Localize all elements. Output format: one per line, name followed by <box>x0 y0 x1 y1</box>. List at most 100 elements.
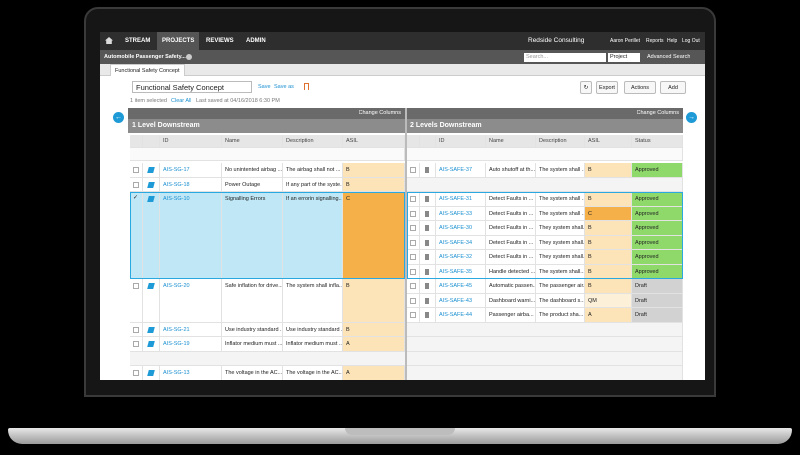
column-header[interactable]: Status <box>632 135 683 148</box>
item-name: Passenger airba... <box>486 308 536 323</box>
item-id[interactable]: AIS-SAFE-31 <box>436 192 486 207</box>
column-header[interactable]: Description <box>536 135 585 148</box>
item-icon-cell <box>143 163 160 178</box>
export-button[interactable]: Export <box>596 81 618 94</box>
item-icon-cell <box>143 366 160 380</box>
tab[interactable]: Functional Safety Concept <box>110 64 185 76</box>
item-name: Dashboard warni... <box>486 293 536 308</box>
item-id[interactable]: AIS-SG-13 <box>160 366 222 380</box>
checkbox[interactable] <box>410 210 416 217</box>
selection-outline <box>407 192 683 279</box>
checkbox-cell <box>130 322 143 337</box>
document-select[interactable]: Functional Safety Concept <box>132 81 252 93</box>
filter-row <box>130 148 405 161</box>
column-header[interactable]: Name <box>486 135 536 148</box>
column-header[interactable]: ID <box>160 135 222 148</box>
checkbox[interactable] <box>133 326 139 333</box>
item-description: The dashboard s... <box>536 293 585 308</box>
item-icon-cell <box>420 308 436 323</box>
item-id[interactable]: AIS-SG-19 <box>160 337 222 352</box>
change-columns[interactable]: Change Columns <box>636 110 680 116</box>
item-name: Auto shutoff at th... <box>486 163 536 178</box>
item-id[interactable]: AIS-SAFE-37 <box>436 163 486 178</box>
item-id[interactable]: AIS-SAFE-44 <box>436 308 486 323</box>
checkbox[interactable] <box>133 341 139 347</box>
column-header[interactable]: ASIL <box>343 135 405 148</box>
checkbox[interactable] <box>410 283 416 289</box>
item-status: Draft <box>632 293 683 308</box>
checkbox[interactable] <box>133 283 139 289</box>
checkbox[interactable] <box>133 181 139 188</box>
empty-cell <box>407 177 683 192</box>
checkbox[interactable] <box>410 225 416 231</box>
checkbox-cell <box>407 163 420 178</box>
item-description: If any part of the syste... <box>283 177 343 192</box>
checkbox[interactable] <box>410 167 416 173</box>
home-icon[interactable] <box>105 37 113 44</box>
checkbox[interactable] <box>410 268 416 275</box>
checkbox[interactable] <box>410 312 416 318</box>
settings-icon[interactable] <box>186 54 192 60</box>
save-link[interactable]: Save <box>258 84 271 90</box>
item-id[interactable]: AIS-SG-20 <box>160 279 222 323</box>
item-id[interactable]: AIS-SAFE-32 <box>436 250 486 265</box>
checkbox-cell <box>130 177 143 192</box>
user-name[interactable]: Aaron Perillet <box>610 38 641 44</box>
item-icon-cell <box>143 322 160 337</box>
item-id[interactable]: AIS-SG-21 <box>160 322 222 337</box>
item-id[interactable]: AIS-SG-18 <box>160 177 222 192</box>
scope-select[interactable]: Project <box>608 53 640 62</box>
screen: STREAM PROJECTS REVIEWS ADMIN Redside Consu… <box>100 32 705 380</box>
bookmark-icon[interactable] <box>304 83 309 90</box>
nav-item[interactable]: ADMIN <box>246 38 266 44</box>
company: Redside Consulting <box>528 37 585 44</box>
checkbox[interactable] <box>410 196 416 202</box>
item-icon <box>147 370 155 376</box>
item-name: Detect Faults in ... <box>486 221 536 236</box>
checkbox-cell <box>130 279 143 323</box>
nav-link[interactable]: Reports <box>646 38 664 44</box>
nav-item[interactable]: STREAM <box>125 38 151 44</box>
checkbox[interactable] <box>410 254 416 260</box>
item-description: They system shall... <box>536 250 585 265</box>
actions-button[interactable]: Actions <box>624 81 656 94</box>
item-icon <box>425 196 429 202</box>
checkbox[interactable]: ✓ <box>133 195 139 201</box>
search-input[interactable]: Search... <box>524 53 606 62</box>
column-header[interactable]: ID <box>436 135 486 148</box>
item-id[interactable]: AIS-SAFE-43 <box>436 293 486 308</box>
item-icon <box>425 297 429 304</box>
clear-all[interactable]: Clear All <box>171 98 192 104</box>
save-as-link[interactable]: Save as <box>274 84 294 90</box>
item-id[interactable]: AIS-SG-17 <box>160 163 222 178</box>
change-columns[interactable]: Change Columns <box>358 110 402 116</box>
checkbox[interactable] <box>133 167 139 173</box>
nav-link[interactable]: Help <box>667 38 678 44</box>
item-id[interactable]: AIS-SAFE-33 <box>436 206 486 221</box>
column-header[interactable]: ASIL <box>585 135 632 148</box>
checkbox[interactable] <box>410 239 416 246</box>
prev-arrow[interactable]: ← <box>113 112 124 123</box>
sub-bar: Automobile Passenger Safety... Search...… <box>100 50 705 64</box>
column-header[interactable]: Description <box>283 135 343 148</box>
item-icon <box>147 326 155 333</box>
item-name: Inflator medium must ... <box>222 337 283 352</box>
item-id[interactable]: AIS-SAFE-45 <box>436 279 486 294</box>
project-name[interactable]: Automobile Passenger Safety... <box>104 54 186 60</box>
advanced-search[interactable]: Advanced Search <box>647 54 691 60</box>
item-icon-cell <box>420 279 436 294</box>
checkbox[interactable] <box>410 297 416 304</box>
item-icon <box>425 283 429 289</box>
item-id[interactable]: AIS-SG-10 <box>160 192 222 279</box>
checkbox[interactable] <box>133 370 139 376</box>
item-id[interactable]: AIS-SAFE-34 <box>436 235 486 250</box>
next-arrow[interactable]: → <box>686 112 697 123</box>
refresh-button[interactable]: ↻ <box>580 81 592 94</box>
nav-item[interactable]: REVIEWS <box>206 38 234 44</box>
add-button[interactable]: Add <box>660 81 686 94</box>
item-id[interactable]: AIS-SAFE-30 <box>436 221 486 236</box>
column-header[interactable]: Name <box>222 135 283 148</box>
nav-link[interactable]: Log Out <box>682 38 700 44</box>
nav-item[interactable]: PROJECTS <box>157 32 200 50</box>
item-icon <box>425 268 429 275</box>
